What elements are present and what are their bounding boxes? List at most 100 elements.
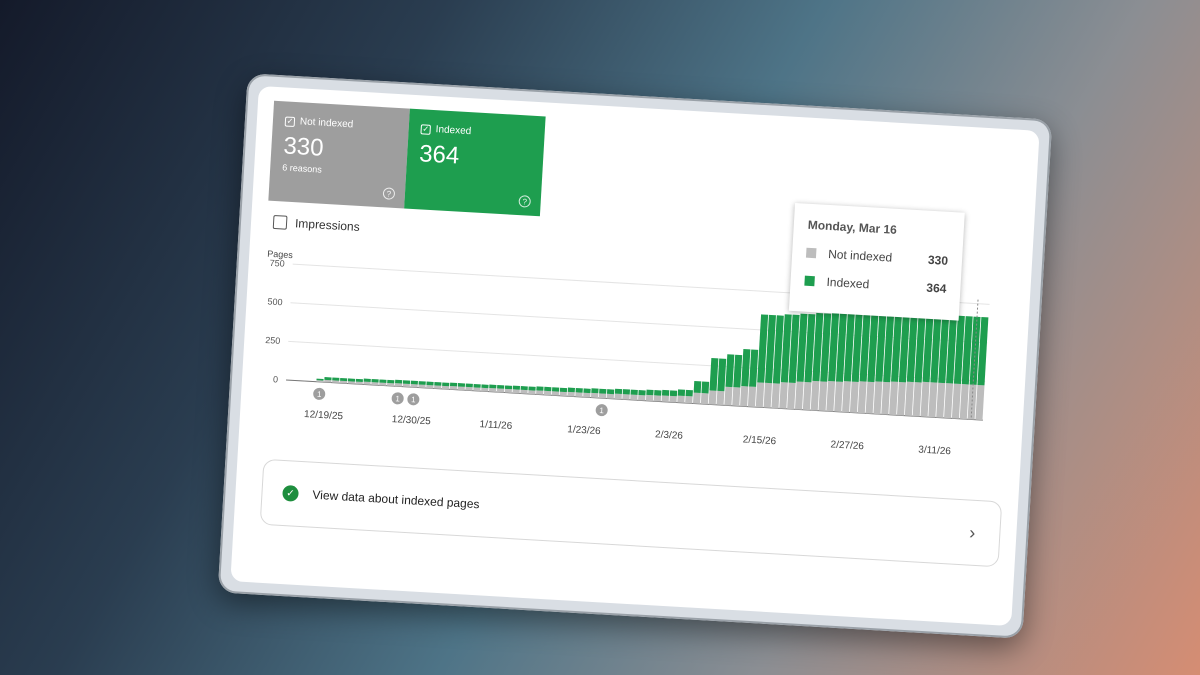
not-indexed-bar — [896, 381, 906, 416]
not-indexed-bar — [465, 386, 473, 391]
indexed-bar — [371, 379, 379, 383]
check-circle-icon: ✓ — [282, 484, 299, 502]
indexed-bar — [677, 389, 686, 396]
annotation-marker — [313, 387, 326, 400]
not-indexed-bar — [889, 381, 899, 416]
not-indexed-bar — [700, 393, 709, 405]
not-indexed-bar — [418, 384, 426, 388]
not-indexed-bar — [794, 381, 804, 410]
not-indexed-bar — [755, 382, 765, 408]
not-indexed-bar — [402, 383, 410, 388]
not-indexed-bar — [551, 391, 560, 396]
x-tick-label: 12/30/25 — [392, 414, 432, 427]
not-indexed-bar — [779, 382, 788, 409]
indexed-bar — [669, 390, 678, 397]
y-tick-label: 500 — [267, 296, 283, 307]
not-indexed-bar — [920, 381, 930, 417]
not-indexed-bar — [661, 395, 670, 403]
indexed-bar — [725, 354, 735, 388]
not-indexed-bar — [488, 387, 497, 393]
indexed-bar — [583, 388, 591, 394]
not-indexed-bar — [449, 385, 458, 390]
annotation-marker — [407, 393, 420, 406]
not-indexed-bar — [802, 381, 812, 411]
indexed-bar — [332, 377, 340, 381]
indexed-bar — [567, 387, 576, 393]
indexed-bar — [591, 388, 599, 394]
not-indexed-bar — [732, 387, 741, 407]
not-indexed-bar — [685, 396, 693, 404]
not-indexed-bar — [520, 389, 528, 394]
not-indexed-bar — [528, 390, 536, 395]
indexed-bar — [765, 314, 776, 384]
indexed-bar — [638, 390, 646, 396]
not-indexed-bar — [363, 381, 371, 385]
not-indexed-bar — [614, 393, 622, 400]
not-indexed-bar — [677, 395, 685, 403]
indexed-bar — [316, 378, 324, 381]
indexed-bar — [536, 386, 544, 391]
indexed-bar — [661, 389, 670, 396]
annotation-marker — [391, 392, 404, 405]
annotation-marker-label: 1 — [411, 395, 417, 404]
indexed-bar — [780, 314, 792, 383]
indexed-bar — [402, 380, 411, 384]
y-tick-label: 0 — [273, 374, 279, 384]
not-indexed-bar — [543, 390, 552, 396]
not-indexed-bar — [496, 388, 505, 393]
indexed-bar — [922, 313, 934, 383]
not-indexed-bar — [324, 379, 332, 383]
indexed-bar — [891, 313, 903, 382]
not-indexed-bar — [747, 386, 757, 407]
x-tick-label: 2/3/26 — [655, 429, 684, 442]
indexed-bar — [473, 383, 481, 388]
not-indexed-bar — [951, 383, 961, 419]
indexed-bar — [835, 313, 847, 382]
not-indexed-bar — [583, 392, 591, 398]
not-indexed-bar — [865, 381, 875, 414]
not-indexed-bar — [881, 381, 891, 415]
indexed-bar — [559, 387, 568, 393]
indexed-bar — [859, 313, 871, 382]
indexed-bar — [646, 389, 654, 396]
indexed-bar — [528, 386, 536, 391]
not-indexed-bar — [504, 388, 512, 393]
not-indexed-bar — [559, 391, 567, 397]
not-indexed-bar — [394, 383, 403, 387]
indexed-bar — [820, 313, 832, 382]
tooltip-row-not-indexed: Not indexed 330 — [805, 246, 948, 268]
indexed-bar — [867, 313, 879, 383]
y-tick-label: 250 — [265, 335, 281, 346]
indexed-bar — [324, 377, 332, 381]
not-indexed-bar — [387, 382, 395, 387]
indexing-bar-chart: 750 500 250 0 12/19/25 12/30/25 1/11/26 1/23/26… — [265, 258, 990, 457]
annotation-marker-label: 1 — [599, 406, 605, 415]
indexed-bar — [379, 379, 387, 383]
indexed-bar — [969, 316, 981, 385]
indexed-bar — [701, 381, 710, 394]
indexed-bar — [442, 382, 450, 387]
not-indexed-bar — [975, 384, 985, 421]
not-indexed-bar — [857, 381, 867, 414]
not-indexed-bar — [834, 381, 843, 412]
annotation-marker-label: 1 — [395, 394, 401, 403]
tooltip-row-indexed: Indexed 364 — [804, 274, 947, 296]
tooltip-label: Not indexed — [827, 246, 893, 265]
not-indexed-bar — [316, 380, 324, 383]
indexed-bar — [457, 383, 466, 387]
indexed-bar — [930, 314, 942, 383]
indexed-bar — [685, 389, 693, 397]
not-indexed-bar — [936, 382, 946, 418]
chevron-right-icon[interactable]: › — [968, 522, 976, 543]
indexed-bar — [709, 357, 719, 391]
x-tick-label: 1/11/26 — [479, 419, 513, 432]
x-tick-label: 2/15/26 — [743, 434, 777, 447]
not-indexed-bar — [575, 392, 583, 398]
not-indexed-bar — [630, 394, 638, 401]
indexed-bar — [812, 312, 824, 382]
not-indexed-bar — [959, 384, 969, 420]
screenshot-frame: ✓ Not indexed 330 6 reasons ? ✓ Indexed … — [217, 73, 1053, 639]
not-indexed-bar — [740, 386, 749, 407]
link-label: View data about indexed pages — [312, 487, 480, 512]
not-indexed-bar — [473, 387, 481, 392]
